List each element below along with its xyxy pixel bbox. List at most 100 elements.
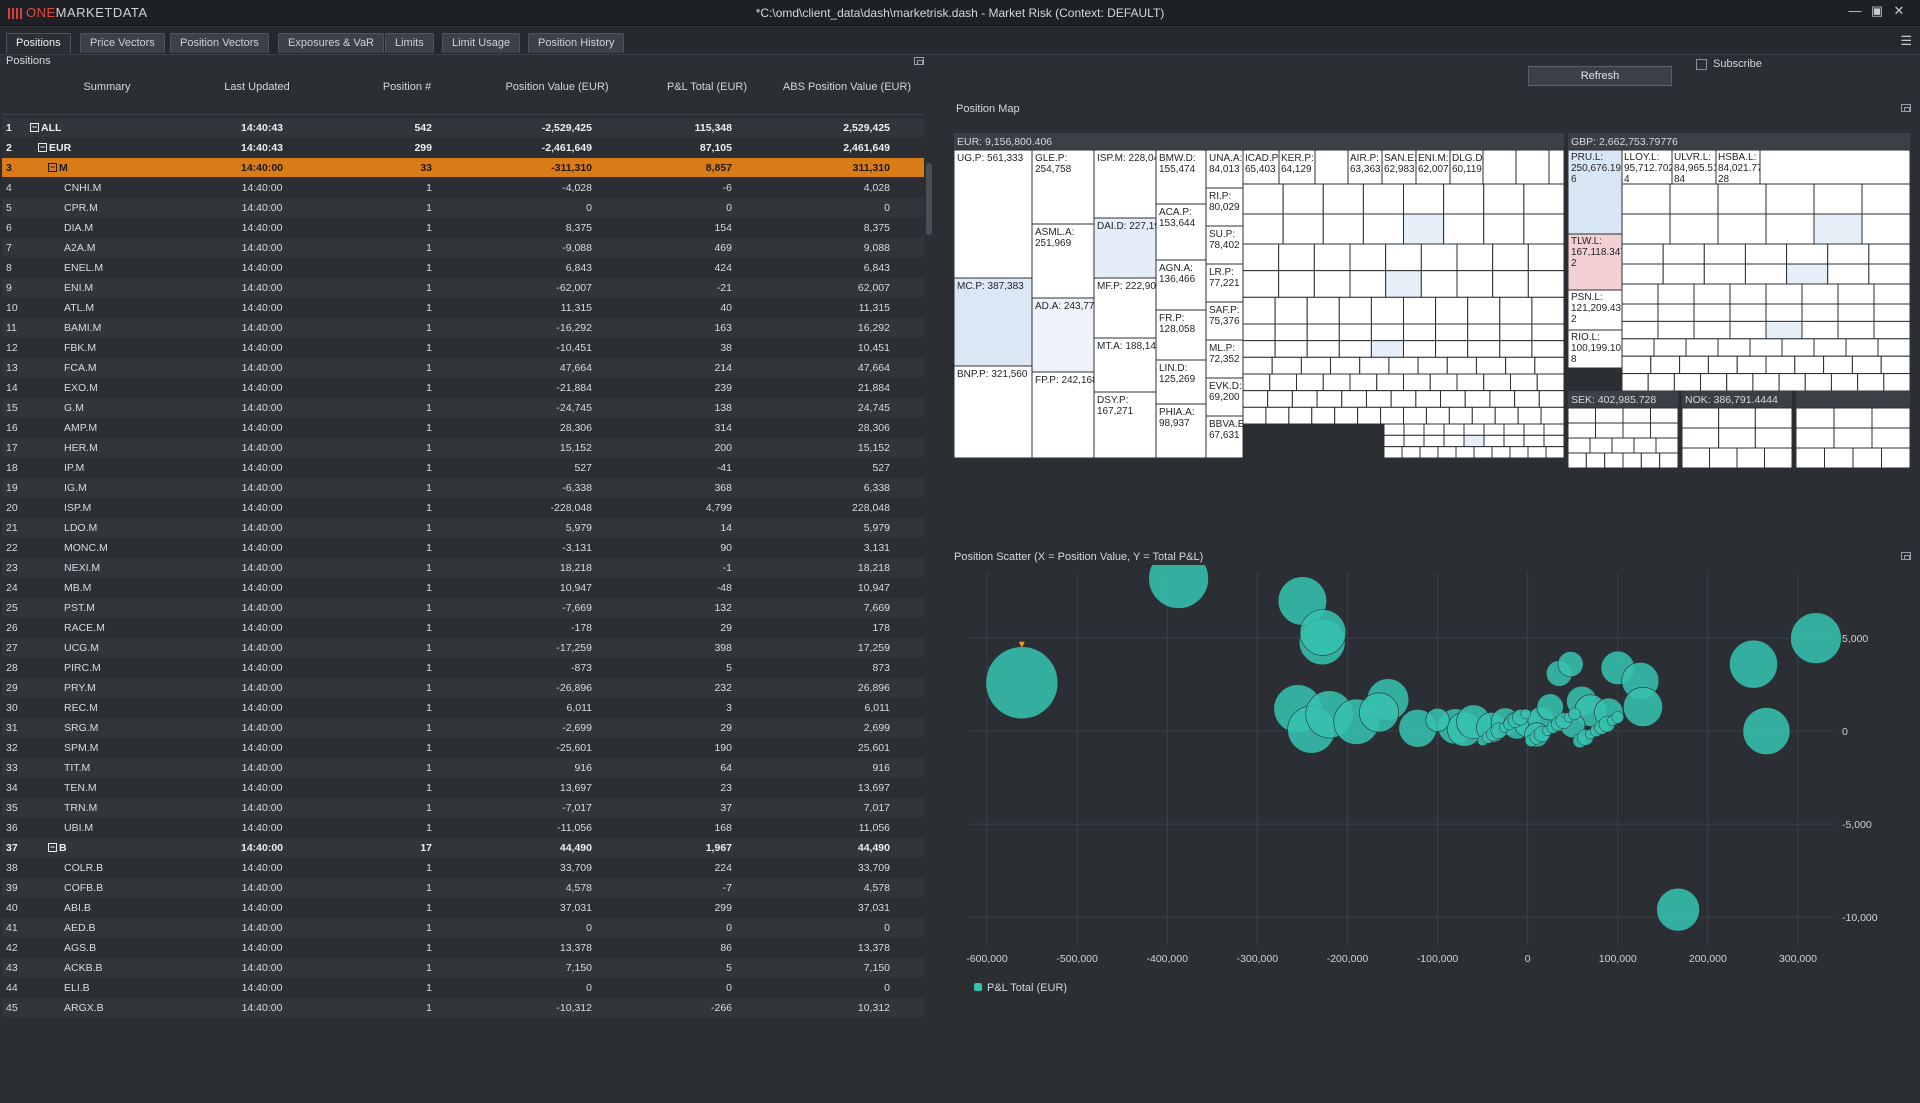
scatter-point[interactable] [1536,693,1564,721]
treemap-cell[interactable] [1423,434,1445,448]
table-row[interactable]: 24 MB.M 14:40:00 1 10,947 -48 10,947 [2,578,924,598]
treemap-cell[interactable] [1483,373,1511,392]
scatter-point[interactable] [1359,692,1399,733]
treemap-cell[interactable] [1659,452,1679,469]
treemap-cell[interactable] [1523,434,1545,448]
treemap-cell[interactable] [1707,355,1738,375]
maximize-map-icon[interactable] [1901,104,1911,112]
treemap-cell[interactable] [1531,296,1565,325]
treemap-cell[interactable] [1288,406,1313,425]
col-pnl-total[interactable]: P&L Total (EUR) [666,81,748,93]
table-row[interactable]: 25 PST.M 14:40:00 1 -7,669 132 7,669 [2,598,924,618]
treemap-cell[interactable] [1718,427,1756,449]
treemap-cell[interactable] [1621,183,1671,215]
treemap-cell[interactable] [1857,373,1885,392]
treemap-cell[interactable] [1655,437,1679,454]
table-row[interactable]: 7 A2A.M 14:40:00 1 -9,088 469 9,088 [2,238,924,258]
treemap-cell[interactable] [1795,447,1825,469]
treemap-cell[interactable] [1390,390,1417,408]
table-row[interactable]: 1 − ALL 14:40:43 542 -2,529,425 115,348 2,529,4… [2,118,924,138]
treemap-cell[interactable] [1456,373,1485,392]
treemap-cell[interactable] [1380,406,1405,425]
treemap-cell[interactable] [1362,183,1404,215]
treemap-cell[interactable] [1673,373,1702,392]
treemap-cell[interactable] [1415,149,1451,185]
treemap-cell[interactable] [1813,213,1863,245]
treemap-cell[interactable] [1621,373,1649,392]
treemap-cell[interactable] [1341,390,1367,408]
tab-exposures-var[interactable]: Exposures & VaR [278,33,385,53]
treemap-cell[interactable] [1527,243,1565,272]
treemap-cell[interactable] [1837,283,1875,305]
table-row[interactable]: 3 − M 14:40:00 33 -311,310 8,857 311,310 [2,158,924,178]
treemap-cell[interactable] [1621,213,1671,245]
scatter-point[interactable] [1425,707,1450,733]
treemap-cell[interactable] [1765,303,1803,322]
treemap-cell[interactable] [1155,149,1207,205]
treemap-cell[interactable] [1729,283,1767,305]
scatter-point[interactable] [1557,651,1584,678]
treemap-cell[interactable] [1786,263,1829,285]
treemap-cell[interactable] [1349,373,1378,392]
treemap-cell[interactable] [1650,422,1679,439]
close-icon[interactable]: ✕ [1893,3,1905,18]
treemap-cell[interactable] [1510,373,1538,392]
treemap-cell[interactable] [1801,320,1839,340]
table-row[interactable]: 9 ENI.M 14:40:00 1 -62,007 -21 62,007 [2,278,924,298]
treemap-cell[interactable] [1205,339,1244,379]
treemap-cell[interactable] [1744,243,1788,265]
treemap-cell[interactable] [1765,355,1796,375]
treemap-cell[interactable] [1385,270,1422,298]
treemap-cell[interactable] [1754,407,1793,429]
table-row[interactable]: 33 TIT.M 14:40:00 1 916 64 916 [2,758,924,778]
treemap-cell[interactable] [1403,213,1445,245]
treemap-cell[interactable] [1545,446,1565,459]
menu-icon[interactable]: ☰ [1900,33,1912,48]
maximize-panel-icon[interactable] [914,57,924,65]
col-position-value[interactable]: Position Value (EUR) [505,81,609,93]
treemap-cell[interactable] [1205,225,1244,265]
treemap-cell[interactable] [1093,149,1157,219]
treemap-cell[interactable] [1729,320,1767,340]
table-row[interactable]: 41 AED.B 14:40:00 1 0 0 0 [2,918,924,938]
treemap-cell[interactable] [1718,407,1756,429]
table-row[interactable]: 45 ARGX.B 14:40:00 1 -10,312 -266 10,312 [2,998,924,1018]
treemap-cell[interactable] [1205,415,1244,459]
scatter-point[interactable] [985,646,1059,720]
treemap-cell[interactable] [1538,390,1565,408]
grid-scrollbar[interactable] [924,163,934,1103]
treemap-cell[interactable] [1752,373,1780,392]
treemap-cell[interactable] [1419,446,1439,459]
scatter-point[interactable] [1611,711,1624,724]
treemap-cell[interactable] [1703,263,1746,285]
treemap-cell[interactable] [1650,407,1679,424]
scatter-point[interactable] [1790,612,1842,664]
treemap-cell[interactable] [1475,356,1507,375]
treemap-cell[interactable] [1873,320,1910,340]
treemap-cell[interactable] [1492,243,1529,272]
treemap-cell[interactable] [1681,407,1720,429]
table-row[interactable]: 43 ACKB.B 14:40:00 1 7,150 5 7,150 [2,958,924,978]
treemap-cell[interactable] [1322,213,1364,245]
col-summary[interactable]: Summary [83,81,131,93]
table-row[interactable]: 17 HER.M 14:40:00 1 15,152 200 15,152 [2,438,924,458]
table-row[interactable]: 20 ISP.M 14:40:00 1 -228,048 4,799 228,048 [2,498,924,518]
treemap-cell[interactable] [1567,329,1623,369]
treemap-cell[interactable] [1446,356,1477,375]
table-row[interactable]: 19 IG.M 14:40:00 1 -6,338 368 6,338 [2,478,924,498]
treemap-cell[interactable] [1505,356,1536,375]
table-row[interactable]: 8 ENEL.M 14:40:00 1 6,843 424 6,843 [2,258,924,278]
treemap-cell[interactable] [1274,323,1308,342]
treemap-cell[interactable] [1868,263,1910,285]
treemap-cell[interactable] [1621,283,1659,305]
treemap-cell[interactable] [1322,373,1351,392]
collapse-icon[interactable]: − [38,142,47,152]
table-row[interactable]: 36 UBI.M 14:40:00 1 -11,056 168 11,056 [2,818,924,838]
treemap-cell[interactable] [1567,233,1623,291]
treemap-cell[interactable] [1647,373,1675,392]
col-abs-position-value[interactable]: ABS Position Value (EUR) [782,81,912,93]
treemap-cell[interactable] [1669,183,1719,215]
table-row[interactable]: 32 SPM.M 14:40:00 1 -25,601 190 25,601 [2,738,924,758]
treemap-cell[interactable] [1534,356,1565,375]
treemap-cell[interactable] [1274,340,1308,358]
